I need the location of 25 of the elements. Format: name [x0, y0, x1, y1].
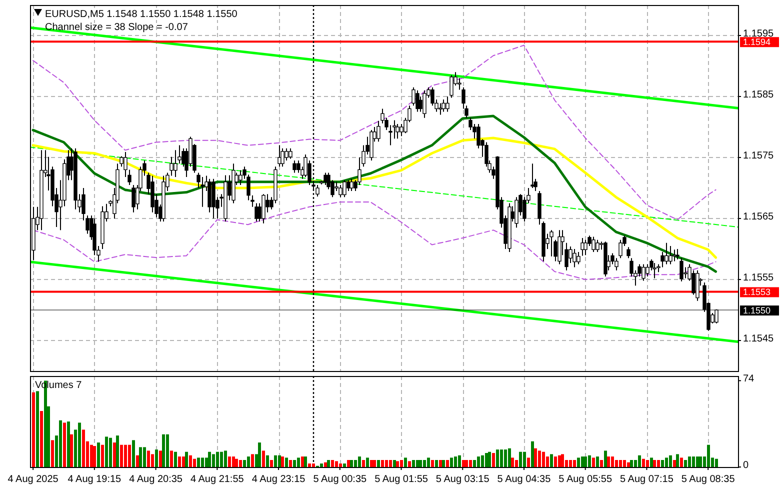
y-tick-label: 1.1545: [743, 334, 774, 344]
chart-title: EURUSD,M5 1.1548 1.1550 1.1548 1.1550: [45, 9, 238, 20]
x-tick-label: 4 Aug 19:15: [68, 474, 122, 485]
x-tick-label: 5 Aug 05:55: [558, 474, 612, 485]
x-tick-label: 5 Aug 03:15: [436, 474, 490, 485]
x-tick-label: 4 Aug 2025: [8, 474, 59, 485]
ref-line-label: 1.1594: [743, 37, 771, 48]
x-tick-label: 4 Aug 23:15: [252, 474, 306, 485]
y-tick-label: 1.1595: [743, 28, 774, 40]
ref-line-label: 1.1550: [743, 305, 771, 316]
y-tick-label: 1.1585: [743, 90, 774, 100]
x-tick-label: 5 Aug 01:55: [374, 474, 428, 485]
ref-line-label: 1.1553: [743, 287, 771, 298]
y-tick-label: 1.1575: [743, 150, 774, 162]
x-tick-label: 5 Aug 00:35: [313, 474, 368, 485]
x-tick-label: 5 Aug 07:15: [620, 474, 674, 485]
x-tick-label: 4 Aug 21:55: [190, 474, 244, 485]
x-tick-label: 5 Aug 08:35: [681, 474, 736, 485]
x-tick-label: 5 Aug 04:35: [497, 474, 552, 485]
y-tick-label: 74: [743, 374, 755, 385]
y-tick-label: 1.1565: [743, 212, 774, 222]
x-tick-label: 4 Aug 20:35: [129, 474, 183, 485]
annotation: Channel size = 38 Slope = -0.07: [45, 22, 188, 33]
y-tick-label: 0: [743, 460, 749, 471]
y-tick-label: 1.1555: [743, 272, 774, 284]
